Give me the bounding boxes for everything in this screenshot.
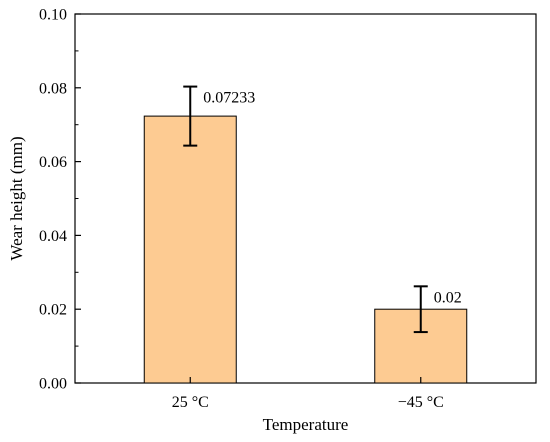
y-axis-title: Wear height (mm)	[7, 136, 26, 260]
y-tick-label: 0.00	[39, 376, 67, 393]
y-tick-label: 0.06	[39, 154, 67, 171]
data-label: 0.02	[434, 289, 462, 306]
y-axis-ticks: 0.00 0.02 0.04 0.06 0.08 0.10	[39, 7, 81, 393]
bar	[143, 115, 237, 384]
y-tick-label: 0.10	[39, 7, 67, 24]
x-tick-label: 25 °C	[172, 394, 209, 411]
x-axis-title: Temperature	[263, 415, 349, 434]
data-label: 0.07233	[203, 90, 255, 107]
y-tick-label: 0.02	[39, 302, 67, 319]
bar-marks: 0.07233 0.02	[143, 85, 468, 384]
x-axis-ticks: 25 °C −45 °C	[172, 377, 444, 411]
y-tick-label: 0.08	[39, 80, 67, 97]
y-tick-label: 0.04	[39, 228, 67, 245]
x-tick-label: −45 °C	[398, 394, 444, 411]
